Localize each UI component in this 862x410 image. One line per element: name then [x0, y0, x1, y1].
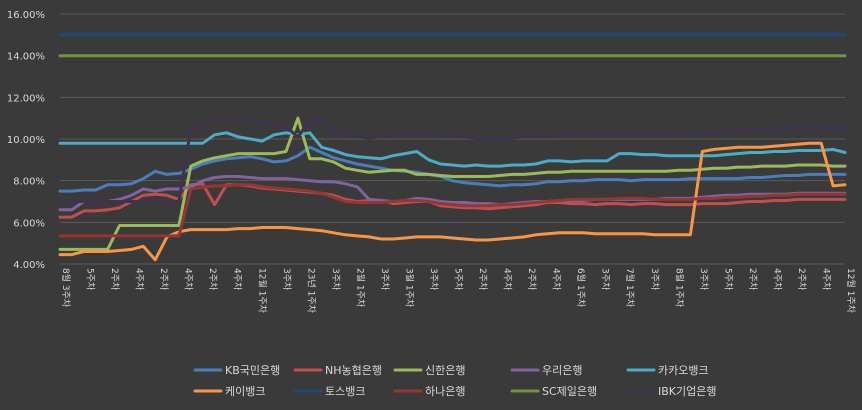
legend-item: KB국민은행: [193, 364, 280, 377]
legend-item: IBK기업은행: [626, 385, 716, 398]
x-tick-label: 12월 1주차: [256, 268, 268, 314]
legend-label: SC제일은행: [542, 384, 597, 398]
x-tick-label: 3주차: [281, 268, 293, 291]
legend-item: NH농협은행: [293, 364, 382, 377]
y-tick-label: 4.00%: [13, 260, 45, 271]
x-tick-label: 3주차: [379, 268, 391, 291]
x-tick-label: 4주차: [502, 268, 514, 291]
x-tick-label: 2주차: [207, 268, 219, 291]
y-tick-label: 16.00%: [7, 10, 45, 21]
x-tick-label: 4주차: [134, 268, 146, 291]
x-tick-label: 2주차: [747, 268, 759, 291]
legend-label: KB국민은행: [225, 364, 280, 377]
x-tick-label: 3주차: [649, 268, 661, 291]
x-tick-label: 4주차: [820, 268, 832, 291]
x-tick-label: 2주차: [158, 268, 170, 291]
x-tick-label: 3월 1주차: [403, 268, 415, 308]
legend-label: 카카오뱅크: [658, 364, 709, 377]
x-tick-label: 3주차: [698, 268, 710, 291]
legend-item: 우리은행: [510, 364, 582, 377]
legend-label: 신한은행: [425, 364, 465, 377]
x-tick-label: 5주차: [453, 268, 465, 291]
y-tick-label: 6.00%: [13, 218, 45, 229]
legend-label: 케이뱅크: [225, 385, 265, 398]
x-tick-label: 6월 1주차: [575, 268, 587, 308]
x-tick-label: 3주차: [428, 268, 440, 291]
x-tick-label: 2월 1주차: [354, 268, 366, 308]
legend-item: SC제일은행: [510, 384, 597, 398]
legend-item: 토스뱅크: [293, 385, 365, 398]
x-tick-label: 23년 1주차: [305, 268, 317, 314]
y-tick-label: 12.00%: [7, 93, 45, 104]
y-tick-label: 8.00%: [13, 177, 45, 188]
x-tick-label: 2주차: [796, 268, 808, 291]
x-tick-label: 4주차: [771, 268, 783, 291]
series-line-5: [58, 131, 847, 168]
x-tick-label: 2주차: [526, 268, 538, 291]
series-line-10: [58, 118, 847, 203]
x-axis-tick-labels: 8월 3주차 5주차 2주차 4주차 2주차 4주차 2주차 4주차 12월 1주차 3주차 23년…: [60, 268, 857, 314]
y-axis-tick-labels: 4.00% 6.00% 8.00% 10.00% 12.00% 14.00% 16.00%: [7, 10, 45, 271]
x-tick-label: 2주차: [109, 268, 121, 291]
x-tick-label: 5주차: [85, 268, 97, 291]
legend-item: 케이뱅크: [193, 385, 265, 398]
x-tick-label: 8월 1주차: [673, 268, 685, 308]
legend-item: 카카오뱅크: [626, 364, 709, 377]
legend-label: NH농협은행: [325, 364, 382, 377]
x-tick-label: 2주차: [477, 268, 489, 291]
series-line-6: [58, 141, 847, 262]
legend-label: 토스뱅크: [325, 385, 365, 398]
series-line-8: [58, 183, 847, 238]
x-tick-label: 3주차: [600, 268, 612, 291]
series-lines: [58, 33, 847, 262]
y-tick-label: 10.00%: [7, 135, 45, 146]
x-tick-label: 4주차: [551, 268, 563, 291]
x-tick-label: 4주차: [232, 268, 244, 291]
x-tick-label: 5주차: [722, 268, 734, 291]
y-tick-label: 14.00%: [7, 52, 45, 63]
x-tick-label: 7월 1주차: [624, 268, 636, 308]
x-tick-label: 3주차: [330, 268, 342, 291]
legend-label: IBK기업은행: [658, 385, 716, 398]
legend-item: 신한은행: [393, 364, 465, 377]
series-line-3: [58, 116, 847, 251]
legend-label: 하나은행: [425, 384, 465, 398]
x-tick-label: 4주차: [183, 268, 195, 291]
legend-label: 우리은행: [542, 364, 582, 377]
x-tick-label: 8월 3주차: [60, 268, 72, 308]
x-tick-label: 12월 1주차: [845, 268, 857, 314]
legend-item: 하나은행: [393, 384, 465, 398]
series-line-2: [58, 182, 847, 219]
series-line-4: [58, 175, 847, 212]
